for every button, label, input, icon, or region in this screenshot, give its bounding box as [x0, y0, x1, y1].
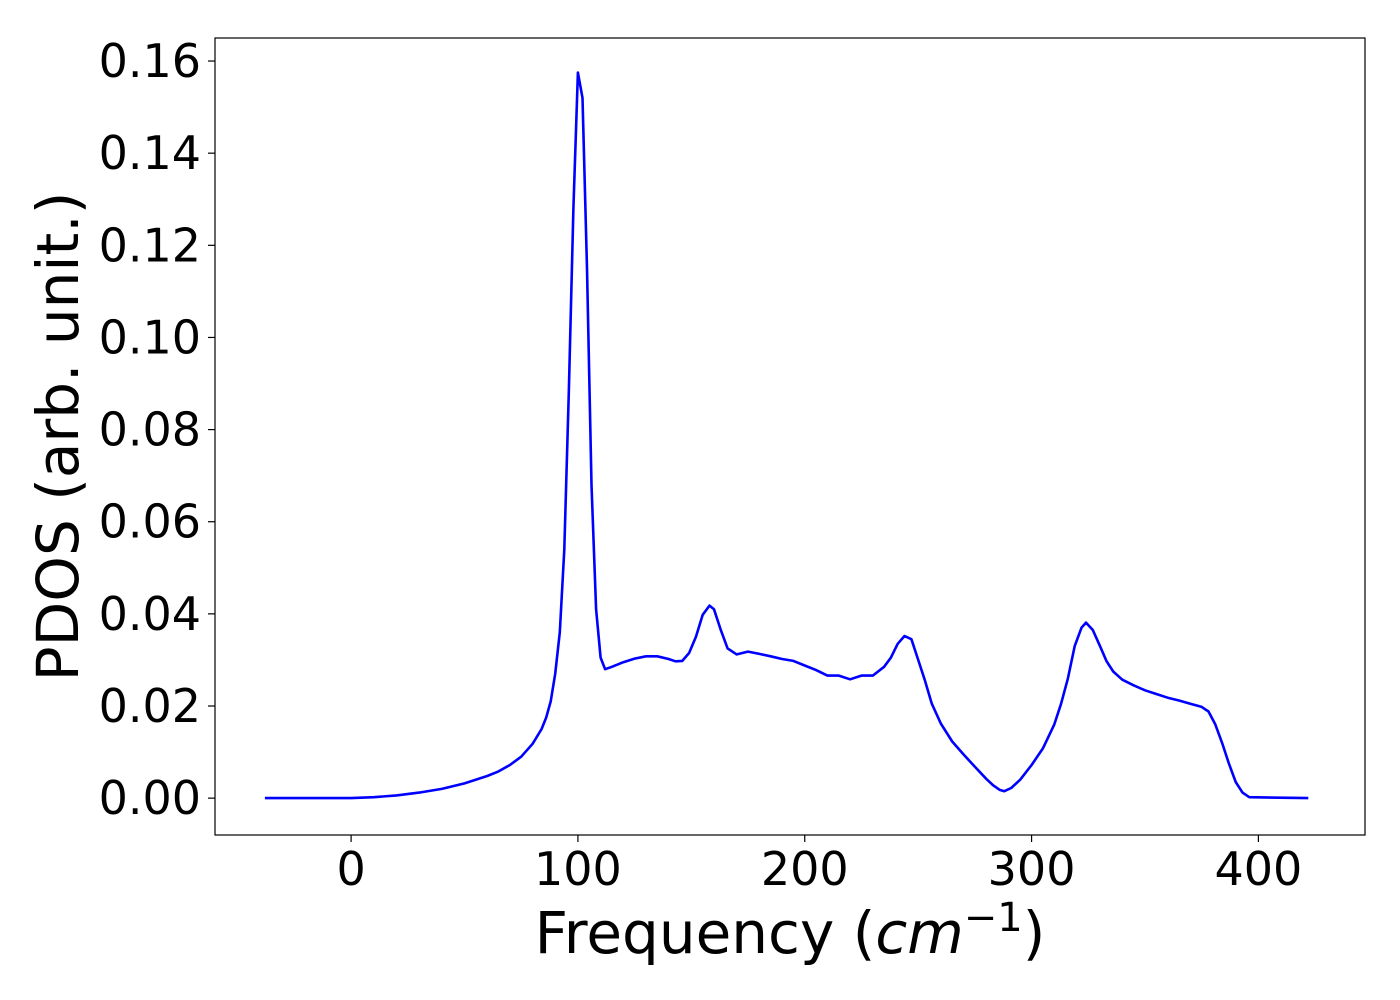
y-tick-label: 0.04: [99, 587, 201, 641]
x-tick-label: 0: [336, 842, 365, 896]
x-axis-label: Frequency (cm−1): [535, 895, 1046, 967]
x-axis: 0 100 200 300 400: [336, 835, 1302, 896]
y-tick-label: 0.14: [99, 126, 201, 180]
x-axis-label-unit: cm: [875, 899, 963, 967]
y-tick-label: 0.12: [99, 218, 201, 272]
y-axis: 0.00 0.02 0.04 0.06 0.08 0.10 0.12 0.14 0.16: [99, 34, 215, 825]
x-tick-label: 300: [988, 842, 1076, 896]
y-axis-label: PDOS (arb. unit.): [24, 192, 92, 682]
y-tick-label: 0.08: [99, 403, 201, 457]
y-tick-label: 0.16: [99, 34, 201, 88]
y-tick-label: 0.10: [99, 310, 201, 364]
x-axis-label-exponent: −1: [964, 895, 1023, 941]
axes-frame: [214, 37, 1366, 836]
x-axis-label-text: Frequency (: [535, 899, 876, 967]
x-tick-label: 400: [1214, 842, 1302, 896]
y-tick-label: 0.06: [99, 495, 201, 549]
x-tick-label: 200: [761, 842, 849, 896]
x-axis-label-close: ): [1023, 899, 1046, 967]
x-tick-label: 100: [534, 842, 622, 896]
series-line-0: [264, 71, 1309, 800]
y-tick-label: 0.02: [99, 679, 201, 733]
plot-area: [264, 71, 1309, 800]
y-tick-label: 0.00: [99, 771, 201, 825]
